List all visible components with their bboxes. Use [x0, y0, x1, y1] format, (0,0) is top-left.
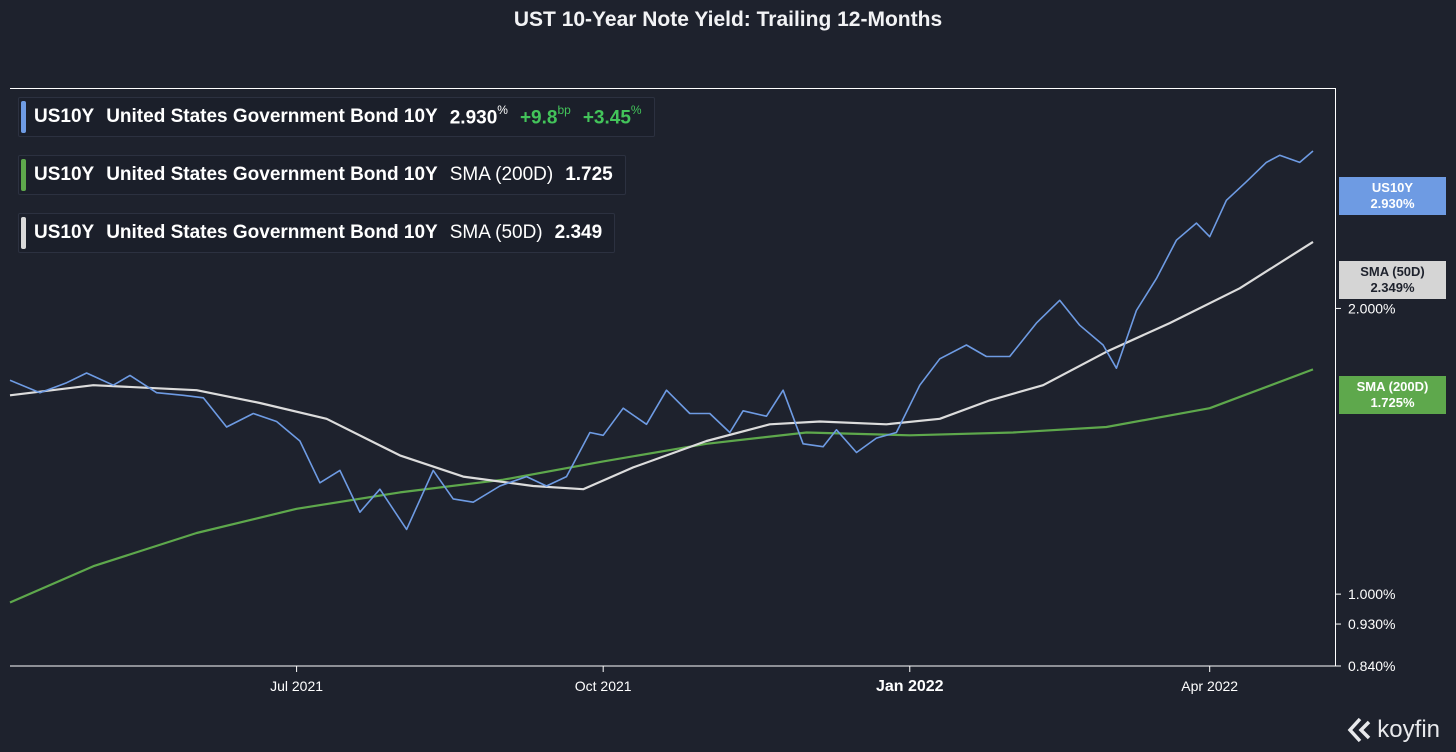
koyfin-logo[interactable]: koyfin — [1347, 716, 1440, 744]
price-tag-label: SMA (200D) — [1356, 379, 1429, 394]
series-line-us10y[interactable] — [9, 150, 1314, 531]
x-tick-label: Oct 2021 — [575, 678, 632, 694]
price-tag-us10y: US10Y 2.930% — [1339, 177, 1446, 215]
legend-name: United States Government Bond 10Y — [106, 222, 438, 243]
legend-us10y[interactable]: US10Y United States Government Bond 10Y … — [18, 97, 655, 137]
series-layer — [9, 150, 1314, 604]
legend-color-bar — [21, 101, 26, 133]
brand-name: koyfin — [1377, 716, 1440, 743]
legend-change-pct: +3.45% — [582, 102, 642, 129]
y-tick-label: 0.840% — [1348, 658, 1395, 674]
legend-indicator: SMA (200D) — [449, 164, 554, 185]
axis-layer: Jul 2021 Oct 2021 Jan 2022 Apr 2022 2.000% 1.… — [10, 300, 1395, 695]
price-tag-value: 2.349% — [1370, 280, 1415, 295]
x-tick-label: Apr 2022 — [1181, 678, 1238, 694]
legend-sma-200[interactable]: US10Y United States Government Bond 10Y … — [18, 155, 626, 195]
price-tag-label: US10Y — [1371, 180, 1414, 195]
chart-title: UST 10-Year Note Yield: Trailing 12-Mont… — [513, 8, 943, 31]
legend-change-bp: +9.8bp — [519, 102, 571, 129]
legend-name: United States Government Bond 10Y — [106, 106, 438, 127]
y-tick-label: 1.000% — [1348, 586, 1395, 602]
legend-ticker: US10Y — [34, 106, 95, 127]
legend-ticker: US10Y — [34, 222, 95, 243]
legend-name: United States Government Bond 10Y — [106, 164, 438, 185]
x-tick-label: Jan 2022 — [876, 678, 944, 695]
legend-sma-50[interactable]: US10Y United States Government Bond 10Y … — [18, 213, 616, 253]
legend-value: 2.930% — [449, 102, 508, 129]
series-line-sma-50d[interactable] — [9, 240, 1314, 491]
koyfin-chevron-icon — [1347, 717, 1371, 743]
legend-ticker: US10Y — [34, 164, 95, 185]
legend-value: 1.725 — [565, 164, 613, 185]
price-tag-value: 2.930% — [1370, 196, 1415, 211]
x-tick-label: Jul 2021 — [270, 678, 323, 694]
price-tag-value: 1.725% — [1370, 395, 1415, 410]
series-line-sma-200d[interactable] — [9, 368, 1314, 604]
price-tag-sma-200: SMA (200D) 1.725% — [1339, 376, 1446, 414]
y-tick-label: 0.930% — [1348, 616, 1395, 632]
y-tick-label: 2.000% — [1348, 300, 1395, 316]
legend-color-bar — [21, 159, 26, 191]
price-tag-label: SMA (50D) — [1360, 264, 1425, 279]
legend-indicator: SMA (50D) — [449, 222, 543, 243]
legend-color-bar — [21, 217, 26, 249]
legend-value: 2.349 — [554, 222, 603, 243]
price-tag-sma-50: SMA (50D) 2.349% — [1339, 261, 1446, 299]
